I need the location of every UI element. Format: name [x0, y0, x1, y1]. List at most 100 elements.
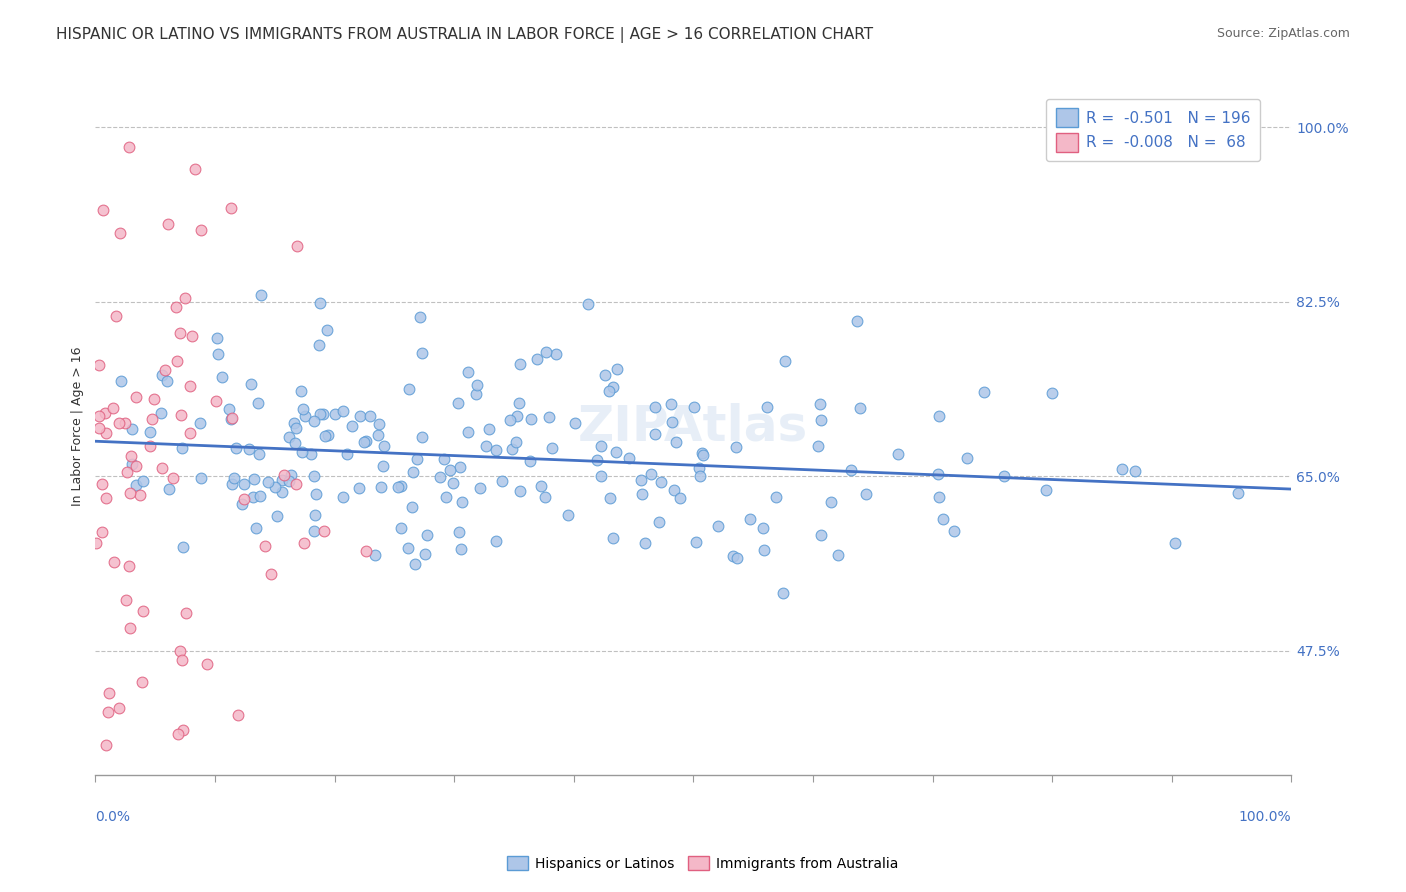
Point [314, 524, 336, 539]
Point [96, 738, 118, 752]
Point [451, 495, 474, 509]
Point [682, 400, 704, 414]
Point [139, 425, 162, 439]
Point [595, 368, 617, 382]
Point [91, 477, 114, 491]
Point [650, 475, 672, 490]
Point [723, 549, 745, 563]
Point [508, 396, 530, 410]
Point [619, 450, 641, 465]
Point [280, 468, 302, 483]
Point [150, 368, 173, 383]
Point [534, 490, 557, 504]
Point [87, 409, 110, 424]
Point [661, 415, 683, 429]
Point [285, 239, 308, 253]
Point [245, 521, 267, 535]
Point [401, 500, 423, 515]
Point [530, 479, 553, 493]
Point [387, 480, 409, 494]
Point [520, 412, 543, 426]
Point [302, 469, 325, 483]
Point [131, 674, 153, 689]
Point [273, 468, 295, 483]
Point [839, 463, 862, 477]
Point [141, 412, 163, 426]
Point [688, 460, 710, 475]
Point [180, 329, 202, 343]
Point [299, 447, 322, 461]
Point [278, 429, 301, 443]
Point [855, 487, 877, 501]
Text: HISPANIC OR LATINO VS IMMIGRANTS FROM AUSTRALIA IN LABOR FORCE | AGE > 16 CORREL: HISPANIC OR LATINO VS IMMIGRANTS FROM AU… [56, 27, 873, 43]
Point [190, 223, 212, 237]
Point [115, 593, 138, 607]
Point [89, 421, 111, 435]
Point [117, 559, 139, 574]
Y-axis label: In Labor Force | Age > 16: In Labor Force | Age > 16 [72, 346, 84, 506]
Point [441, 476, 464, 491]
Point [648, 516, 671, 530]
Point [155, 362, 177, 376]
Point [243, 471, 266, 485]
Point [404, 557, 426, 571]
Point [183, 161, 205, 176]
Point [602, 380, 624, 394]
Point [150, 461, 173, 475]
Point [231, 497, 253, 511]
Point [631, 487, 654, 501]
Point [363, 548, 385, 562]
Point [157, 483, 180, 497]
Point [179, 379, 201, 393]
Point [254, 540, 277, 554]
Point [544, 347, 567, 361]
Point [332, 404, 354, 418]
Point [644, 427, 666, 442]
Point [450, 541, 472, 556]
Point [932, 512, 955, 526]
Point [347, 482, 370, 496]
Point [943, 524, 966, 538]
Point [738, 512, 761, 526]
Point [465, 386, 488, 401]
Point [291, 444, 314, 458]
Point [162, 471, 184, 485]
Point [156, 217, 179, 231]
Point [283, 436, 305, 450]
Point [491, 474, 513, 488]
Point [211, 370, 233, 384]
Point [373, 439, 395, 453]
Point [323, 407, 346, 421]
Point [640, 467, 662, 482]
Point [353, 435, 375, 450]
Point [166, 354, 188, 368]
Point [225, 441, 247, 455]
Text: ZIPAtlas: ZIPAtlas [578, 402, 808, 450]
Point [526, 352, 548, 367]
Point [256, 475, 278, 490]
Point [91, 203, 114, 218]
Point [398, 382, 420, 396]
Point [250, 287, 273, 301]
Point [97, 705, 120, 719]
Point [725, 440, 748, 454]
Point [305, 486, 328, 500]
Point [886, 447, 908, 461]
Point [807, 439, 830, 453]
Point [172, 723, 194, 737]
Point [706, 519, 728, 533]
Point [170, 653, 193, 667]
Point [97, 686, 120, 700]
Point [993, 469, 1015, 483]
Point [928, 409, 950, 423]
Point [434, 491, 457, 505]
Point [810, 413, 832, 427]
Point [690, 446, 713, 460]
Point [956, 450, 979, 465]
Point [589, 439, 612, 453]
Point [125, 478, 148, 492]
Point [170, 441, 193, 455]
Point [630, 473, 652, 487]
Point [478, 422, 501, 436]
Point [143, 392, 166, 406]
